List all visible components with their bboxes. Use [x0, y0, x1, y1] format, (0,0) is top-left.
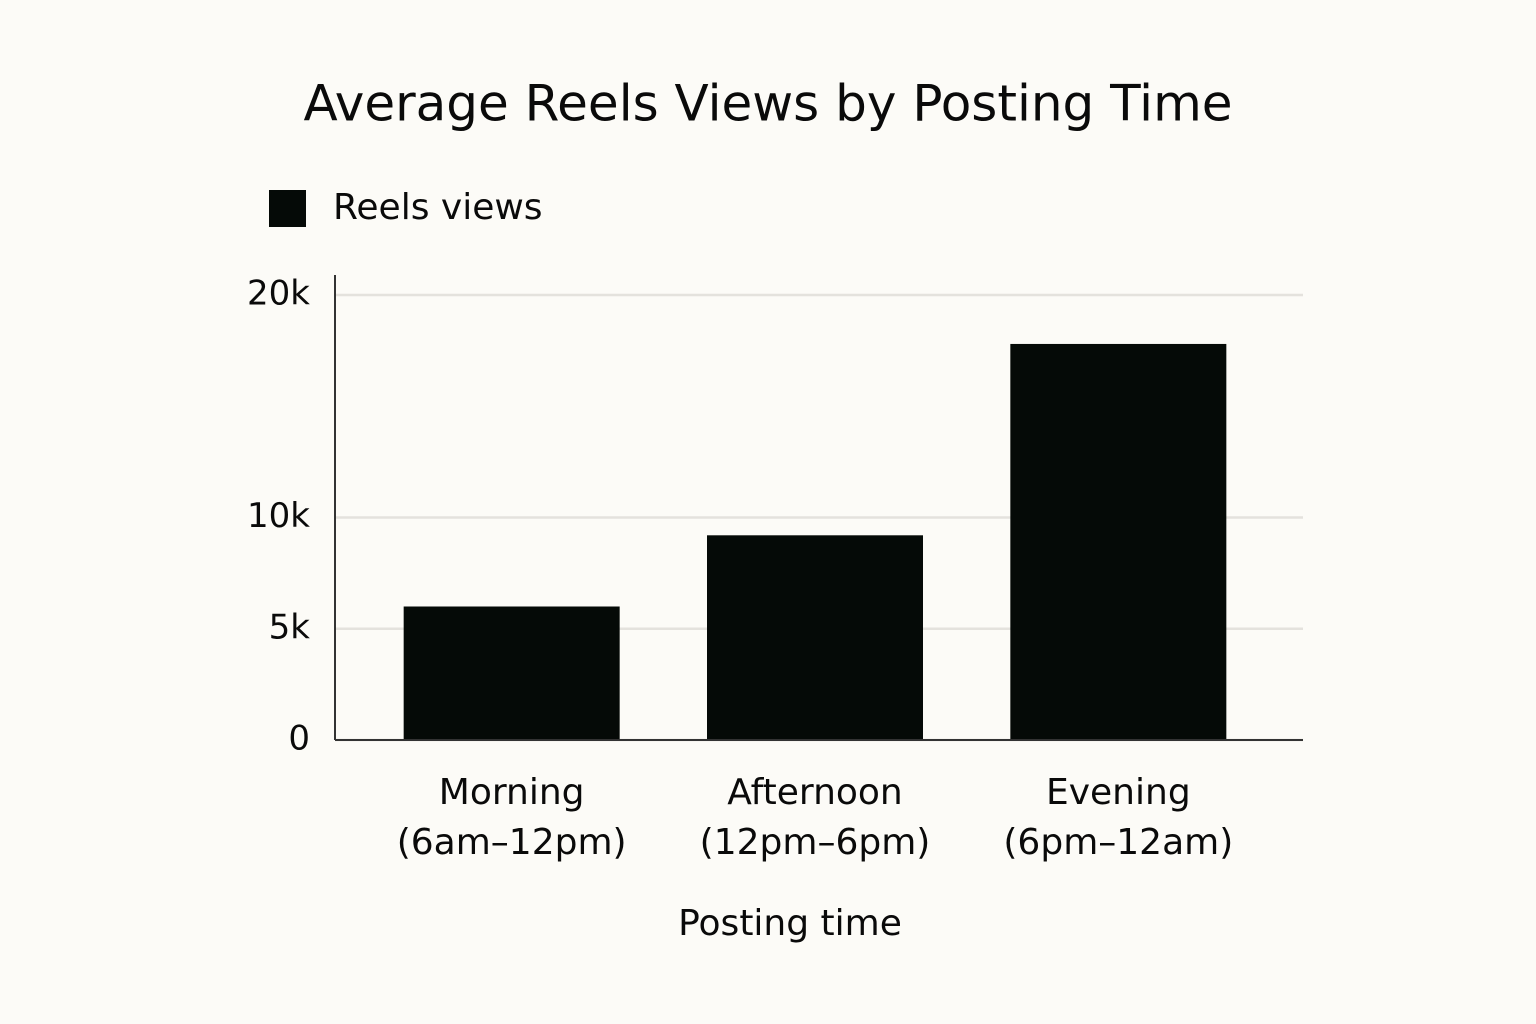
- y-tick-label: 0: [288, 719, 310, 759]
- x-tick-label: Morning (6am–12pm): [396, 772, 627, 863]
- bar: [707, 535, 923, 740]
- bar: [1010, 343, 1227, 740]
- bar: [403, 606, 620, 740]
- x-axis-label: Posting time: [678, 903, 902, 944]
- legend-label: Reels views: [333, 187, 543, 228]
- x-tick-label: Afternoon (12pm–6pm): [699, 772, 931, 863]
- y-tick-label: 10k: [247, 496, 310, 536]
- y-tick-label: 20k: [247, 274, 310, 314]
- y-tick-label: 5k: [269, 607, 311, 647]
- chart-title: Average Reels Views by Posting Time: [303, 75, 1232, 133]
- legend-swatch: [269, 190, 306, 227]
- x-tick-label: Evening (6pm–12am): [1003, 772, 1234, 863]
